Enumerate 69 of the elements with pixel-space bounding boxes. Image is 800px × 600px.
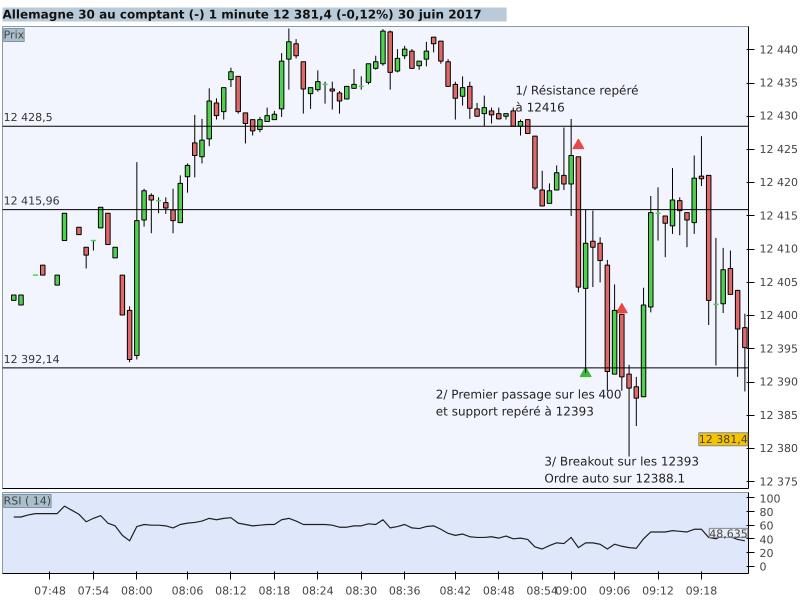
x-tick-label: 07:48 [34, 584, 66, 598]
candlestick [366, 63, 372, 85]
y-tick-label: 12 405 [760, 276, 798, 289]
y-tick-label: 12 435 [760, 76, 798, 90]
candlestick [712, 237, 720, 366]
chart-subtitle: RSI ( 14) [4, 494, 52, 508]
x-tick-label: 08:12 [215, 584, 247, 598]
candlestick [322, 81, 328, 104]
candlestick [662, 215, 668, 258]
y-tick-label: 100 [760, 492, 780, 506]
y-tick-label: 40 [760, 533, 774, 546]
y-tick-label: 60 [760, 520, 774, 533]
candlestick [597, 236, 603, 283]
annotation: 2/ Premier passage sur les 400 et support repéré à 12393 [436, 387, 622, 418]
x-tick-label: 08:06 [172, 584, 204, 598]
y-tick-label: 12 380 [760, 442, 798, 456]
x-tick-label: 08:30 [345, 584, 378, 598]
y-tick-label: 12 400 [760, 309, 798, 322]
x-tick-label: 08:42 [439, 584, 472, 598]
ref-line-label: 12 428,5 [4, 111, 53, 124]
x-tick-label: 08:48 [482, 584, 515, 598]
candlestick [228, 67, 234, 88]
y-tick-label: 12 430 [760, 110, 798, 123]
candlestick [684, 212, 690, 248]
candlestick [40, 264, 46, 276]
x-tick-label: 08:18 [258, 584, 290, 598]
y-tick-label: 12 375 [760, 475, 798, 488]
candlestick [358, 76, 365, 90]
y-tick-label: 80 [760, 506, 774, 520]
x-tick-label: 08:24 [302, 584, 334, 598]
y-tick-label: 12 420 [760, 176, 798, 190]
annotation: 3/ Breakout sur les 12393 Ordre auto sur 12388.1 [544, 454, 700, 486]
x-tick-label: 08:00 [120, 584, 153, 598]
candlestick [293, 38, 299, 59]
y-tick-label: 12 440 [760, 43, 798, 56]
ref-line-label: 12 392,14 [4, 352, 60, 366]
point [572, 138, 584, 150]
candlestick [54, 274, 60, 286]
ref-line-label: 12 415,96 [4, 194, 60, 208]
candlestick [424, 41, 430, 67]
x-tick-label: 09:18 [686, 584, 718, 598]
candlestick [351, 68, 357, 89]
candlestick [90, 240, 97, 252]
candlestick [18, 294, 24, 306]
y-tick-label: 12 425 [760, 142, 798, 156]
point [616, 302, 628, 314]
candlestick [112, 246, 118, 258]
candlestick [184, 162, 190, 194]
y-tick-label: 12 390 [760, 376, 798, 389]
y-tick-label: 12 415 [760, 209, 798, 222]
y-tick-label: 12 410 [760, 242, 798, 256]
y-tick-label: 0 [760, 560, 766, 574]
line-series [13, 506, 746, 550]
x-tick-label: 07:54 [78, 584, 110, 598]
annotation: 48,635 [709, 527, 748, 540]
annotation: 1/ Résistance repéré à 12416 [515, 84, 638, 114]
candlestick [330, 81, 336, 110]
candlestick [286, 28, 292, 90]
chart-subtitle: Prix [4, 28, 25, 42]
y-tick-label: 12 395 [760, 342, 798, 356]
x-tick-label: 09:06 [598, 584, 630, 598]
x-tick-label: 09:12 [642, 584, 674, 598]
x-tick-label: 08:36 [388, 584, 421, 598]
chart-title: Allemagne 30 au comptant (-) 1 minute 12 381,4 (-0,12%) 30 juin 2017 [2, 8, 482, 22]
y-tick-label: 12 385 [760, 408, 798, 422]
candlestick [220, 87, 226, 120]
annotation: 12 381,4 [698, 432, 748, 446]
y-tick-label: 20 [760, 546, 774, 560]
candlestick [83, 246, 89, 269]
